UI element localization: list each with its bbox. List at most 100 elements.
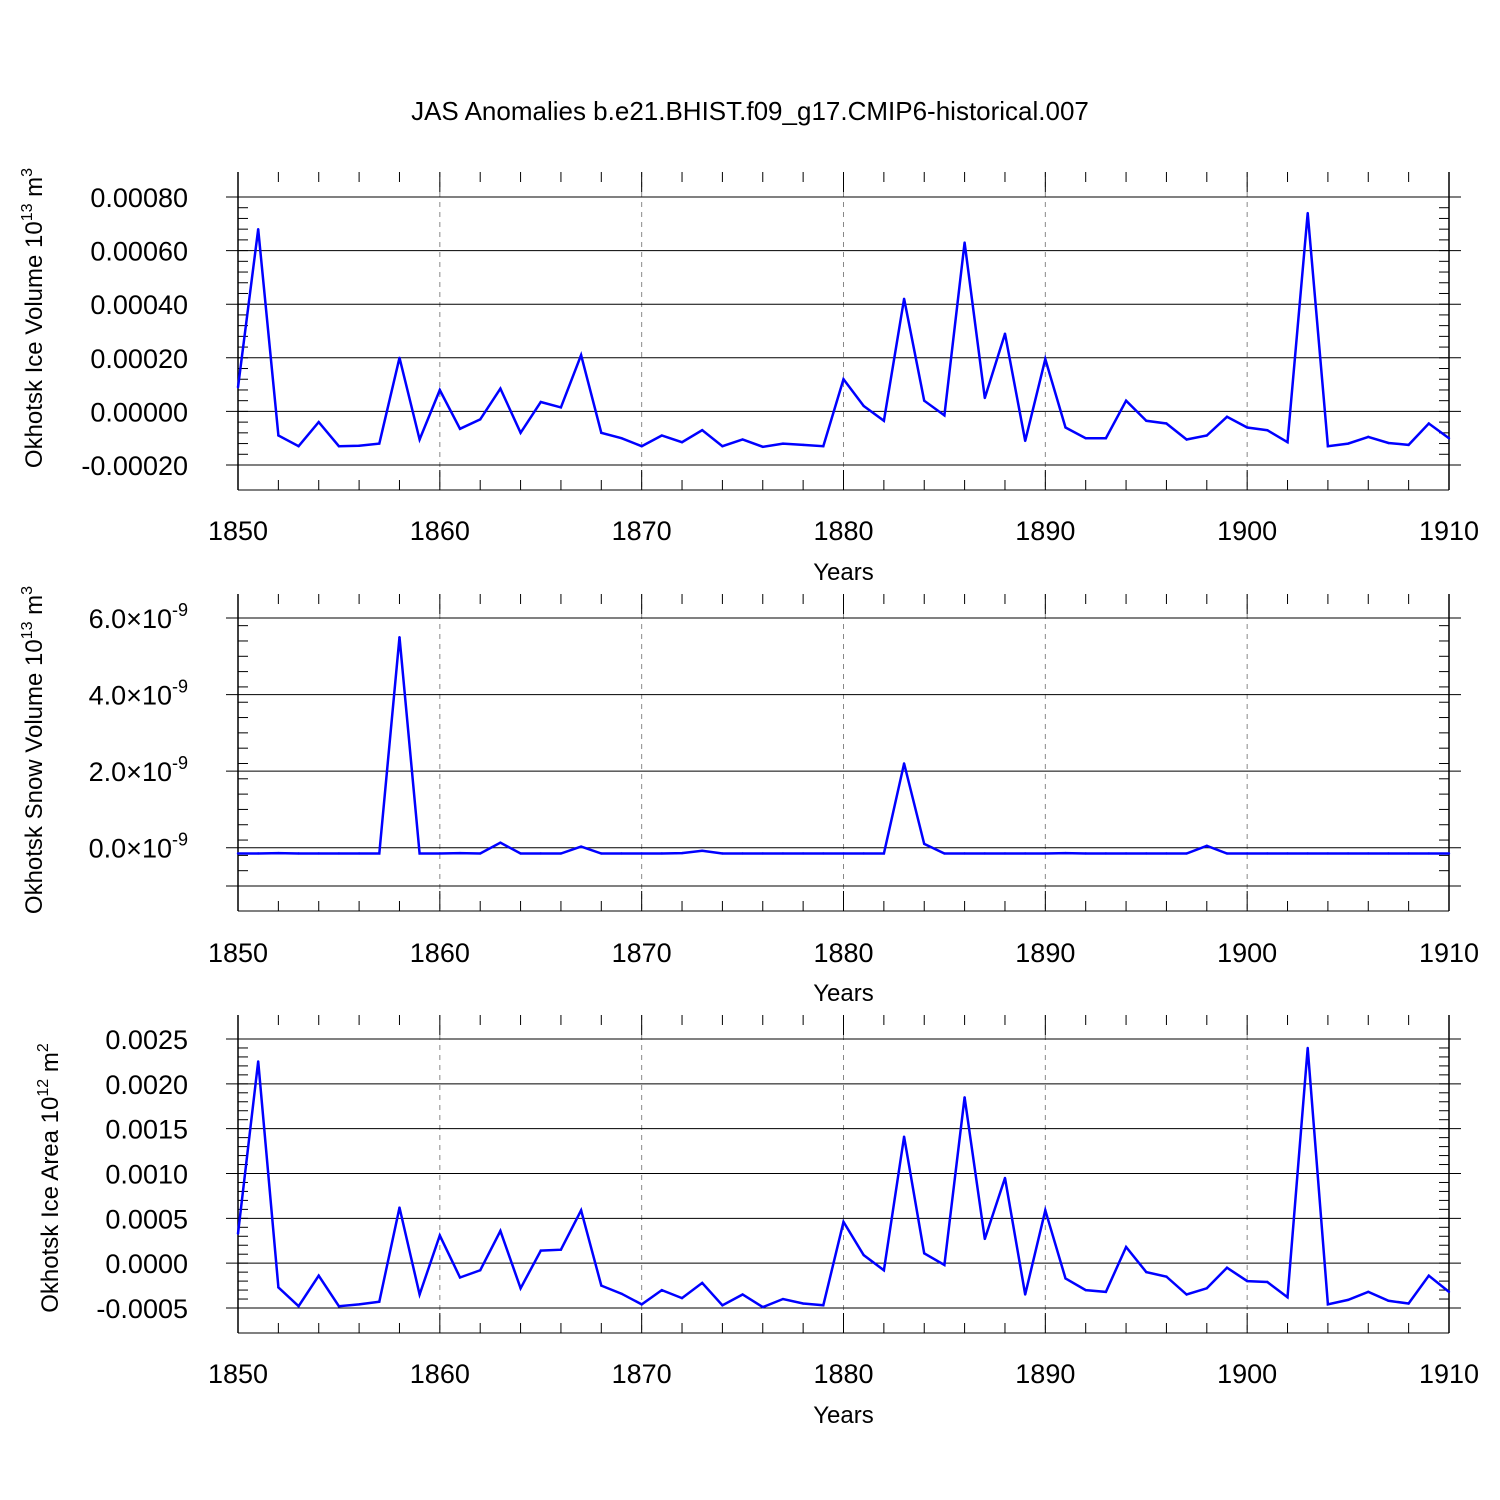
data-point xyxy=(963,852,966,855)
data-point xyxy=(761,852,764,855)
data-point xyxy=(801,1302,805,1305)
data-point xyxy=(1245,426,1249,429)
data-point xyxy=(357,1303,361,1306)
data-point xyxy=(378,852,381,855)
data-point xyxy=(579,353,583,357)
data-point xyxy=(761,1305,764,1309)
data-point xyxy=(499,841,502,844)
data-point xyxy=(741,438,744,441)
data-point xyxy=(519,1287,522,1290)
data-point xyxy=(1346,852,1350,855)
data-point xyxy=(256,852,260,855)
data-point xyxy=(660,1288,664,1292)
data-point xyxy=(1346,442,1350,445)
data-point xyxy=(1104,1290,1108,1294)
data-point xyxy=(923,399,926,402)
y-tick-label: 0.0020 xyxy=(105,1070,188,1100)
data-point xyxy=(923,842,926,846)
data-point xyxy=(963,241,966,244)
data-point xyxy=(1205,1287,1209,1290)
data-point xyxy=(337,445,341,448)
data-point xyxy=(983,1237,986,1241)
data-point xyxy=(418,852,421,855)
data-point xyxy=(1023,439,1027,443)
data-point xyxy=(539,1249,542,1252)
ice-volume-panel: 1850 1860 1870 1880 1890 1900 1910 0.00080 0.000… xyxy=(19,168,1479,586)
x-tick-label: 1900 xyxy=(1217,938,1277,968)
data-point xyxy=(1367,435,1370,439)
data-point xyxy=(902,297,906,301)
data-point xyxy=(438,852,442,855)
data-point xyxy=(479,418,482,421)
data-point xyxy=(640,852,643,855)
data-point xyxy=(1064,426,1067,429)
data-point xyxy=(236,852,240,855)
y-tick-label: 6.0×10-9 xyxy=(89,600,188,634)
data-point xyxy=(640,1303,643,1306)
x-tick-label: 1850 xyxy=(208,1359,268,1389)
data-point xyxy=(1447,852,1451,855)
data-point xyxy=(801,852,805,855)
data-point xyxy=(458,851,462,855)
data-point xyxy=(1165,852,1168,855)
data-point xyxy=(600,1284,603,1287)
data-point xyxy=(418,1293,421,1296)
data-point xyxy=(1306,852,1309,855)
data-point xyxy=(1104,437,1108,440)
data-point xyxy=(1003,1176,1007,1180)
data-point xyxy=(1185,1293,1188,1296)
data-point xyxy=(1124,852,1128,855)
data-point xyxy=(1003,332,1007,335)
y-axis-title: Okhotsk Ice Volume 1013 m3 xyxy=(19,168,48,468)
x-tick-label: 1850 xyxy=(208,938,268,968)
data-point xyxy=(1387,441,1390,445)
data-point xyxy=(882,1269,886,1272)
data-point xyxy=(1084,852,1087,855)
x-tick-label: 1890 xyxy=(1015,516,1075,546)
data-point xyxy=(1326,852,1330,855)
data-point xyxy=(1306,211,1309,215)
y-tick-label: 2.0×10-9 xyxy=(89,753,188,787)
data-point xyxy=(479,1269,482,1272)
data-point xyxy=(1387,852,1390,855)
data-point xyxy=(983,852,986,855)
data-point xyxy=(398,1206,401,1209)
data-point xyxy=(458,1276,462,1279)
data-point xyxy=(741,852,744,855)
x-tick-label: 1860 xyxy=(410,1359,470,1389)
data-point xyxy=(721,852,724,855)
data-point xyxy=(680,1296,684,1300)
data-point xyxy=(1266,1280,1269,1284)
data-point xyxy=(1407,852,1410,855)
data-point xyxy=(357,444,361,447)
data-point xyxy=(600,852,603,855)
data-point xyxy=(1023,852,1027,855)
data-point xyxy=(1145,852,1148,855)
data-point xyxy=(1245,852,1249,855)
data-point xyxy=(822,445,825,448)
x-tick-label: 1870 xyxy=(612,938,672,968)
data-point xyxy=(701,1281,704,1285)
chart-title: JAS Anomalies b.e21.BHIST.f09_g17.CMIP6-… xyxy=(411,96,1089,126)
data-point xyxy=(781,852,785,855)
data-point xyxy=(1003,852,1007,855)
y-tick-label: 0.0015 xyxy=(105,1115,188,1145)
data-point xyxy=(317,420,320,424)
data-point xyxy=(1346,1298,1350,1302)
data-point xyxy=(1225,852,1229,855)
y-tick-label: 0.00060 xyxy=(90,237,188,267)
data-point xyxy=(378,1300,381,1303)
data-point xyxy=(317,852,320,855)
data-point xyxy=(1225,1266,1229,1269)
data-point xyxy=(1286,441,1289,444)
data-point xyxy=(1266,852,1269,855)
x-tick-label: 1870 xyxy=(612,516,672,546)
data-point xyxy=(1367,852,1370,855)
data-point xyxy=(438,1234,442,1237)
data-point xyxy=(1044,1209,1047,1212)
x-axis-title: Years xyxy=(813,559,874,586)
data-point xyxy=(458,427,462,431)
y-tick-label: 0.0000 xyxy=(105,1249,188,1279)
data-point xyxy=(539,400,542,404)
data-point xyxy=(519,852,522,855)
